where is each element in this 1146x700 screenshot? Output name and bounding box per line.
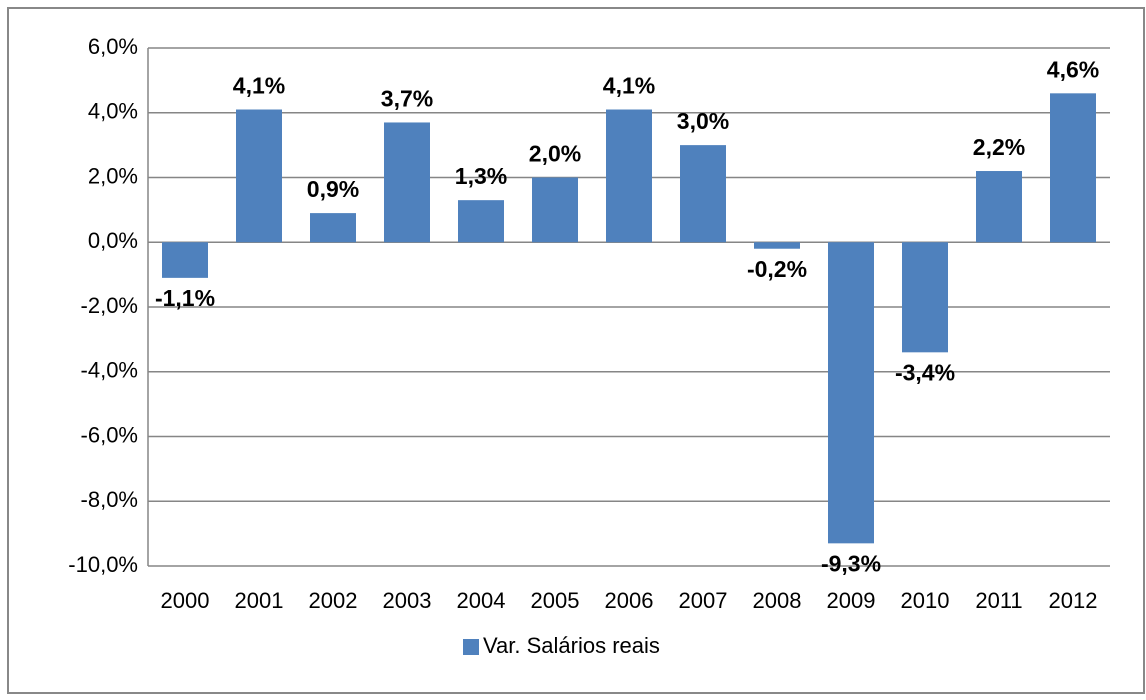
x-tick-label: 2012 xyxy=(1049,588,1098,613)
value-label: 4,1% xyxy=(603,73,655,99)
bar xyxy=(902,242,948,353)
value-label: -0,2% xyxy=(747,256,807,282)
y-tick-label: -8,0% xyxy=(81,487,138,512)
value-label: 1,3% xyxy=(455,163,507,189)
x-tick-label: 2009 xyxy=(827,588,876,613)
x-tick-label: 2004 xyxy=(457,588,506,613)
value-label: 3,0% xyxy=(677,108,729,134)
value-label: 4,6% xyxy=(1047,56,1099,82)
value-label: -9,3% xyxy=(821,550,881,576)
y-tick-label: 6,0% xyxy=(88,34,138,59)
y-tick-label: -10,0% xyxy=(68,552,138,577)
bar xyxy=(458,200,504,243)
value-label: -3,4% xyxy=(895,359,955,385)
x-tick-label: 2002 xyxy=(309,588,358,613)
value-label: 0,9% xyxy=(307,176,359,202)
y-tick-label: -6,0% xyxy=(81,422,138,447)
bar xyxy=(828,242,874,544)
bar xyxy=(310,213,356,243)
bar xyxy=(1050,93,1096,243)
bar xyxy=(606,109,652,243)
x-tick-label: 2000 xyxy=(161,588,210,613)
value-label: 2,0% xyxy=(529,141,581,167)
x-tick-label: 2001 xyxy=(235,588,284,613)
chart-border xyxy=(7,7,1145,694)
x-tick-label: 2010 xyxy=(901,588,950,613)
bar xyxy=(384,122,430,243)
value-label: -1,1% xyxy=(155,285,215,311)
y-tick-label: 2,0% xyxy=(88,163,138,188)
y-tick-label: 0,0% xyxy=(88,228,138,253)
bar xyxy=(754,242,800,249)
x-tick-label: 2006 xyxy=(605,588,654,613)
x-tick-label: 2008 xyxy=(753,588,802,613)
bar xyxy=(976,171,1022,243)
y-tick-label: -4,0% xyxy=(81,358,138,383)
x-tick-label: 2011 xyxy=(975,588,1022,613)
value-label: 4,1% xyxy=(233,73,285,99)
bar xyxy=(162,242,208,278)
y-tick-label: 4,0% xyxy=(88,99,138,124)
bar xyxy=(236,109,282,243)
y-tick-label: -2,0% xyxy=(81,293,138,318)
legend-label: Var. Salários reais xyxy=(483,633,660,658)
value-label: 2,2% xyxy=(973,134,1025,160)
x-tick-label: 2003 xyxy=(383,588,432,613)
legend-swatch xyxy=(463,639,479,655)
bar xyxy=(680,145,726,243)
x-tick-label: 2005 xyxy=(531,588,580,613)
x-tick-label: 2007 xyxy=(679,588,728,613)
value-label: 3,7% xyxy=(381,86,433,112)
bar xyxy=(532,177,578,243)
